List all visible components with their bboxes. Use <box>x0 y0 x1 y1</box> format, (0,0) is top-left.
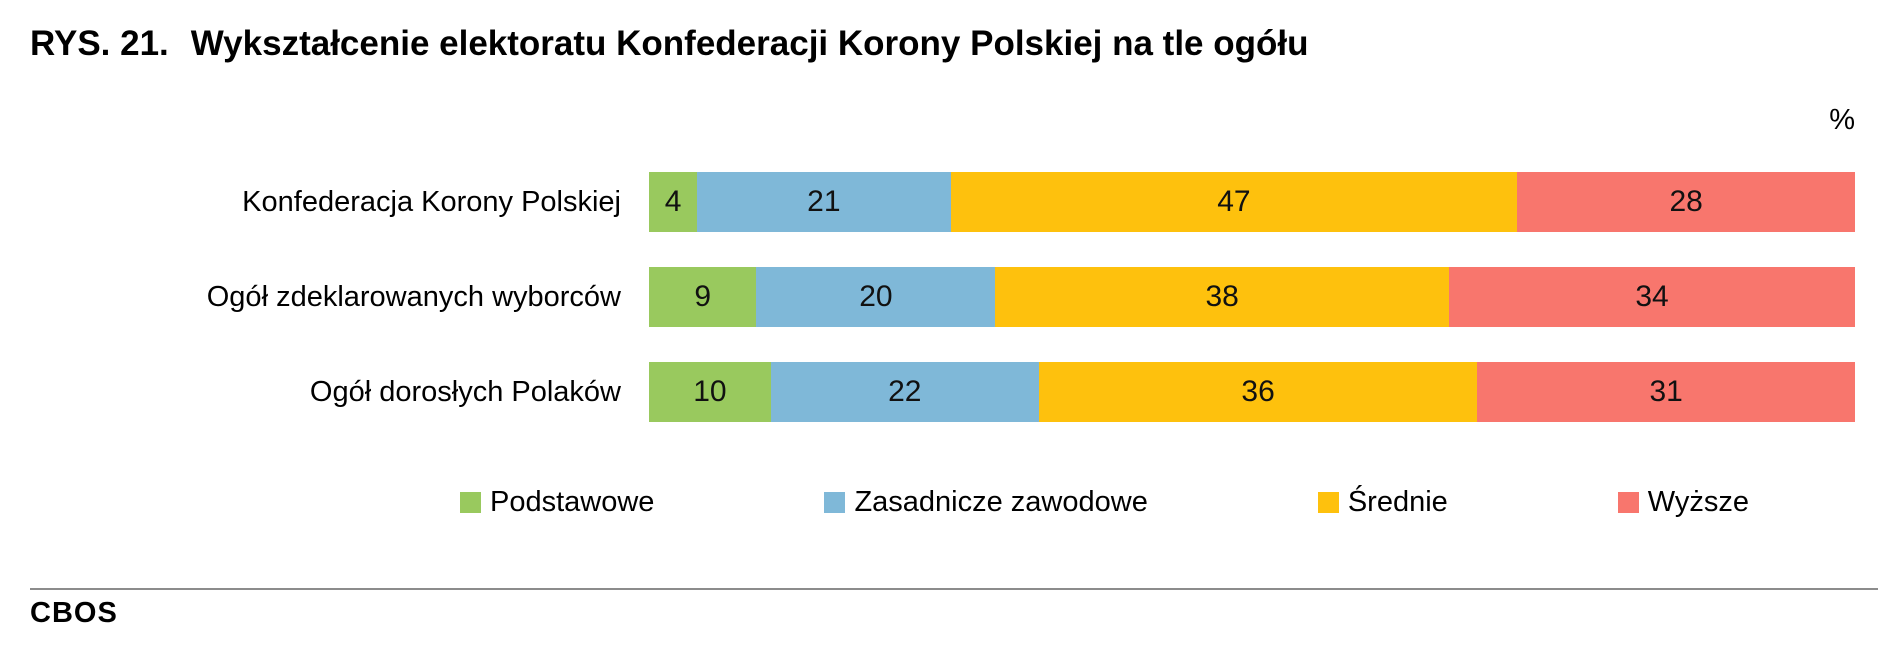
bar-segment-wy-sze: 34 <box>1449 267 1856 327</box>
segment-value: 38 <box>1205 280 1239 313</box>
segment-value: 21 <box>807 185 841 218</box>
legend-item-podstawowe: Podstawowe <box>460 486 654 519</box>
figure-number: RYS. 21. <box>30 24 169 63</box>
bar-segment-zasadnicze-zawodowe: 20 <box>756 267 996 327</box>
bar-segment-podstawowe: 10 <box>649 362 771 422</box>
segment-value: 9 <box>694 280 712 313</box>
legend-swatch-icon <box>460 492 481 513</box>
segment-value: 36 <box>1241 375 1275 408</box>
legend-swatch-icon <box>1317 492 1339 513</box>
legend-label: Podstawowe <box>490 486 655 518</box>
category-label: Ogół dorosłych Polaków <box>309 375 621 408</box>
page-title: RYS. 21. Wykształcenie elektoratu Konfede… <box>30 24 1309 64</box>
segment-value: 28 <box>1669 185 1703 218</box>
chart-row-og-doros-ych-polak-w: Ogół dorosłych Polaków 10 22 36 31 <box>0 362 1855 422</box>
stacked-bar: 9 20 38 34 <box>649 267 1856 327</box>
legend-swatch-icon <box>824 492 846 513</box>
legend-swatch-icon <box>1617 492 1639 513</box>
segment-value: 4 <box>664 185 682 218</box>
legend-label: Wyższe <box>1647 486 1750 518</box>
bar-segment-wy-sze: 31 <box>1477 362 1855 422</box>
bar-segment-podstawowe: 9 <box>649 267 757 327</box>
cbos-logo: CBOS <box>30 597 118 629</box>
legend-label: Zasadnicze zawodowe <box>854 486 1148 518</box>
category-label: Konfederacja Korony Polskiej <box>242 185 621 218</box>
segment-value: 31 <box>1649 375 1683 408</box>
chart-row-konfederacja-korony-polskiej: Konfederacja Korony Polskiej 4 21 47 28 <box>0 172 1855 232</box>
bar-segment-zasadnicze-zawodowe: 22 <box>770 362 1039 422</box>
bar-segment-rednie: 38 <box>995 267 1450 327</box>
stacked-bar-chart: Konfederacja Korony Polskiej 4 21 47 28 Ogół … <box>0 172 1856 457</box>
bar-segment-rednie: 47 <box>950 172 1518 232</box>
segment-value: 47 <box>1217 185 1251 218</box>
stacked-bar: 4 21 47 28 <box>649 172 1855 232</box>
bar-segment-podstawowe: 4 <box>649 172 698 232</box>
category-label: Ogół zdeklarowanych wyborców <box>206 280 621 313</box>
bar-segment-wy-sze: 28 <box>1517 172 1855 232</box>
legend: Podstawowe Zasadnicze zawodowe Średnie Wyżs… <box>460 486 1749 519</box>
figure-title-text: Wykształcenie elektoratu Konfederacji Ko… <box>190 24 1309 63</box>
legend-item-zasadnicze-zawodowe: Zasadnicze zawodowe <box>824 486 1148 519</box>
percent-unit-label: % <box>1829 104 1855 136</box>
bar-segment-rednie: 36 <box>1038 362 1478 422</box>
chart-row-og-zdeklarowanych-wyborc-w: Ogół zdeklarowanych wyborców 9 20 38 34 <box>0 267 1856 327</box>
footer-divider <box>30 588 1878 590</box>
bar-segment-zasadnicze-zawodowe: 21 <box>697 172 951 232</box>
stacked-bar: 10 22 36 31 <box>649 362 1855 422</box>
segment-value: 34 <box>1635 280 1669 313</box>
legend-label: Średnie <box>1347 486 1448 518</box>
segment-value: 22 <box>888 375 922 408</box>
legend-item-wy-sze: Wyższe <box>1617 486 1750 519</box>
segment-value: 10 <box>693 375 727 408</box>
legend-item-rednie: Średnie <box>1317 486 1448 519</box>
segment-value: 20 <box>859 280 893 313</box>
